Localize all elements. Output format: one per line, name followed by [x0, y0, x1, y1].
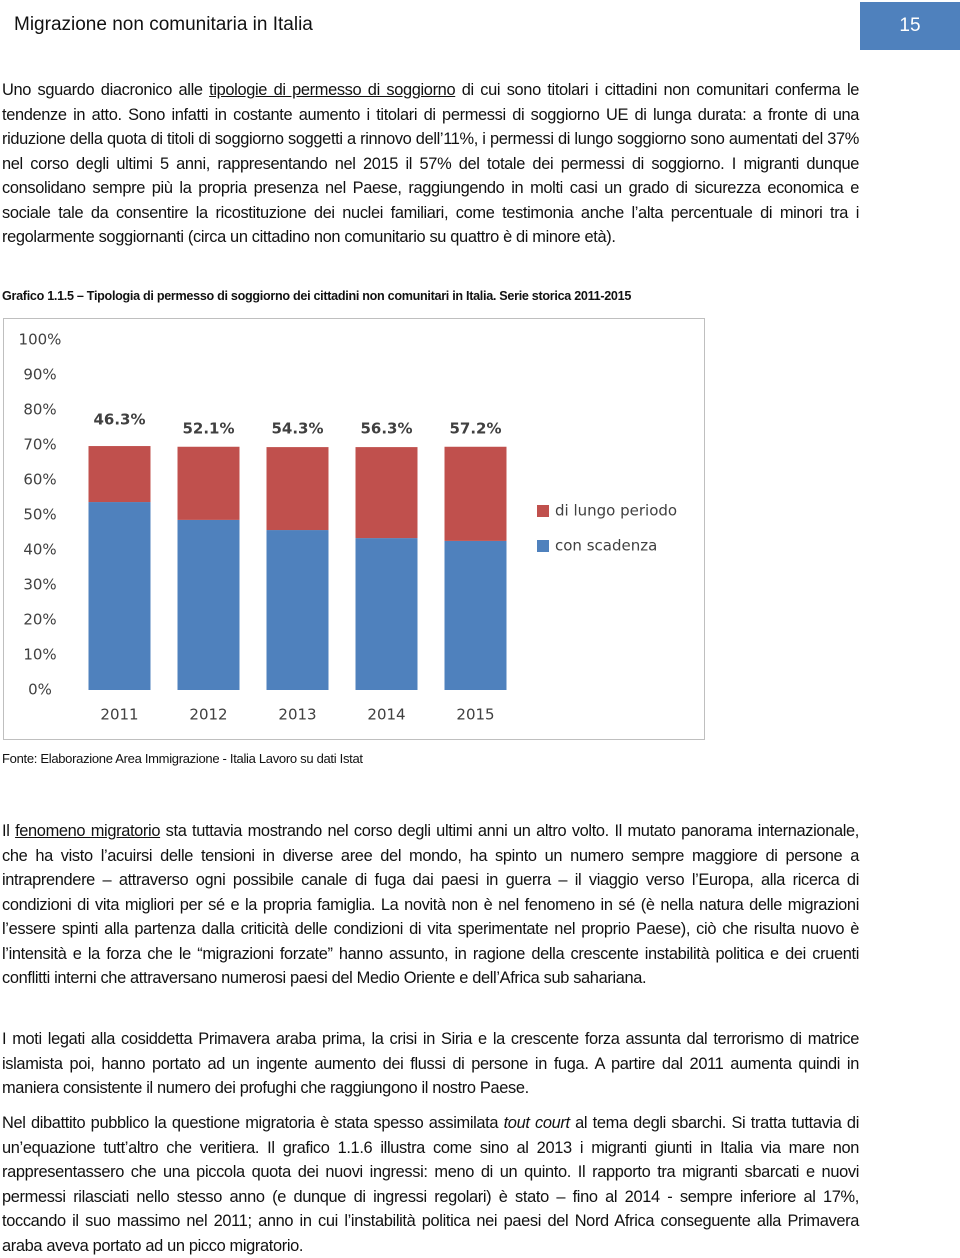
paragraph: Uno sguardo diacronico alle tipologie di…: [2, 78, 859, 250]
text: al tema degli sbarchi. Si tratta tuttavi…: [2, 1114, 859, 1255]
y-tick-label: 40%: [23, 541, 56, 559]
y-tick-label: 90%: [23, 366, 56, 384]
annotation: 54.3%: [271, 420, 323, 438]
chart-title: Grafico 1.1.5 – Tipologia di permesso di…: [2, 289, 632, 303]
bar-segment: [266, 530, 329, 690]
chart: 0% 10% 20% 30% 40% 50% 60% 70% 80% 90% 100% 2011 46.…: [3, 318, 705, 740]
legend-label: di lungo periodo: [555, 502, 677, 520]
y-tick-label: 60%: [23, 471, 56, 489]
paragraph: Il fenomeno migratorio sta tuttavia most…: [2, 819, 859, 991]
bar-segment: [88, 446, 151, 503]
bar-segment: [444, 446, 507, 541]
y-tick-label: 0%: [28, 681, 52, 699]
legend-swatch: [537, 505, 549, 517]
x-tick-label: 2011: [100, 706, 138, 724]
y-tick-label: 50%: [23, 506, 56, 524]
legend-label: con scadenza: [555, 537, 657, 555]
annotation: 46.3%: [93, 411, 145, 429]
page-number: 15: [860, 2, 960, 50]
y-tick-label: 10%: [23, 646, 56, 664]
paragraph: I moti legati alla cosiddetta Primavera …: [2, 1027, 859, 1101]
x-tick-label: 2014: [367, 706, 405, 724]
annotation: 56.3%: [360, 420, 412, 438]
y-tick-label: 20%: [23, 611, 56, 629]
paragraph: Nel dibattito pubblico la questione migr…: [2, 1111, 859, 1258]
text: Il: [2, 822, 16, 840]
bar-segment: [266, 447, 329, 531]
bar-segment: [88, 502, 151, 690]
text-italic: tout court: [503, 1114, 570, 1132]
y-tick-label: 70%: [23, 436, 56, 454]
text: sta tuttavia mostrando nel corso degli u…: [2, 822, 859, 987]
text: I moti legati alla cosiddetta Primavera …: [2, 1030, 859, 1097]
bar-segment: [355, 447, 418, 539]
x-tick-label: 2015: [456, 706, 494, 724]
bar-segment: [355, 538, 418, 690]
text: di cui sono titolari i cittadini non com…: [2, 81, 860, 246]
bar-segment: [177, 446, 240, 520]
text-underlined: fenomeno migratorio: [15, 822, 161, 840]
text: Uno sguardo diacronico alle: [2, 81, 210, 99]
x-tick-label: 2012: [189, 706, 227, 724]
x-tick-label: 2013: [278, 706, 316, 724]
y-tick-label: 30%: [23, 576, 56, 594]
text: Nel dibattito pubblico la questione migr…: [2, 1114, 504, 1132]
y-tick-label: 100%: [19, 331, 62, 349]
annotation: 57.2%: [449, 419, 501, 437]
annotation: 52.1%: [182, 419, 234, 437]
bar-segment: [177, 519, 240, 690]
legend-swatch: [537, 540, 549, 552]
text-underlined: tipologie di permesso di soggiorno: [209, 81, 456, 99]
header-title: Migrazione non comunitaria in Italia: [14, 14, 313, 35]
source: Fonte: Elaborazione Area Immigrazione - …: [2, 751, 363, 766]
y-tick-label: 80%: [23, 401, 56, 419]
bar-segment: [444, 540, 507, 690]
